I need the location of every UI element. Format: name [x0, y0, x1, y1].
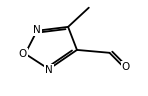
Text: O: O [19, 49, 27, 59]
Text: N: N [45, 65, 53, 75]
Text: O: O [121, 62, 130, 72]
Text: N: N [33, 25, 41, 35]
